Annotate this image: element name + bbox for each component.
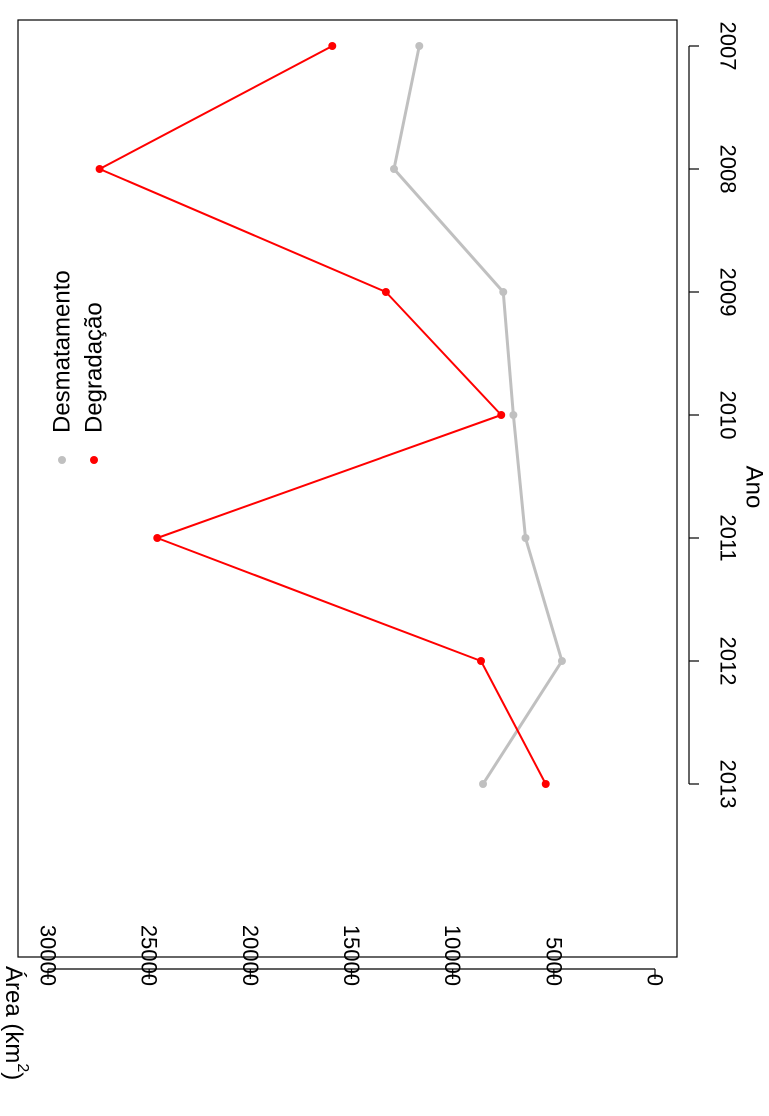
data-point: [328, 42, 337, 50]
data-point: [479, 780, 488, 788]
data-point: [521, 534, 530, 542]
y-axis-title-close: ): [1, 1072, 28, 1080]
legend-label: Desmatamento: [49, 270, 76, 433]
data-point: [499, 288, 508, 296]
y-axis-title-base: Área (km: [1, 966, 28, 1063]
data-point: [415, 42, 424, 50]
data-point: [497, 411, 506, 419]
x-axis-title: Ano: [741, 466, 768, 509]
series-line-0: [392, 45, 564, 785]
legend-marker: [90, 456, 98, 464]
y-tick-label: 20000: [238, 925, 263, 986]
y-axis-title-superscript: 2: [14, 1063, 31, 1072]
y-tick-label: 30000: [36, 925, 61, 986]
x-tick-label: 2011: [716, 514, 741, 561]
y-tick-label: 10000: [440, 925, 465, 986]
data-point: [95, 165, 104, 173]
legend-label: Degradação: [81, 302, 108, 433]
y-tick-label: 0: [643, 974, 668, 986]
data-point: [557, 657, 566, 665]
x-tick-label: 2010: [716, 391, 741, 440]
data-point: [541, 780, 550, 788]
y-tick-label: 5000: [541, 937, 566, 986]
plot-border: [17, 19, 678, 958]
x-tick-label: 2007: [716, 22, 741, 71]
plot-area: 2007 2008 2009 2010 2011 2012 2013 0 5000 10000 15…: [17, 19, 741, 986]
data-point: [389, 165, 398, 173]
data-point: [509, 411, 518, 419]
y-tick-label: 25000: [137, 925, 162, 986]
data-point: [381, 288, 390, 296]
y-axis-title: Área (km2): [1, 966, 32, 1080]
y-tick-label: 15000: [339, 925, 364, 986]
x-tick-label: 2013: [716, 760, 741, 809]
data-point: [153, 534, 162, 542]
legend-marker: [58, 456, 66, 464]
x-tick-label: 2012: [716, 637, 741, 686]
legend: Desmatamento Degradação: [49, 270, 108, 464]
x-tick-label: 2009: [716, 268, 741, 317]
data-point: [476, 657, 485, 665]
series-line-1: [98, 45, 547, 785]
x-tick-label: 2008: [716, 145, 741, 194]
